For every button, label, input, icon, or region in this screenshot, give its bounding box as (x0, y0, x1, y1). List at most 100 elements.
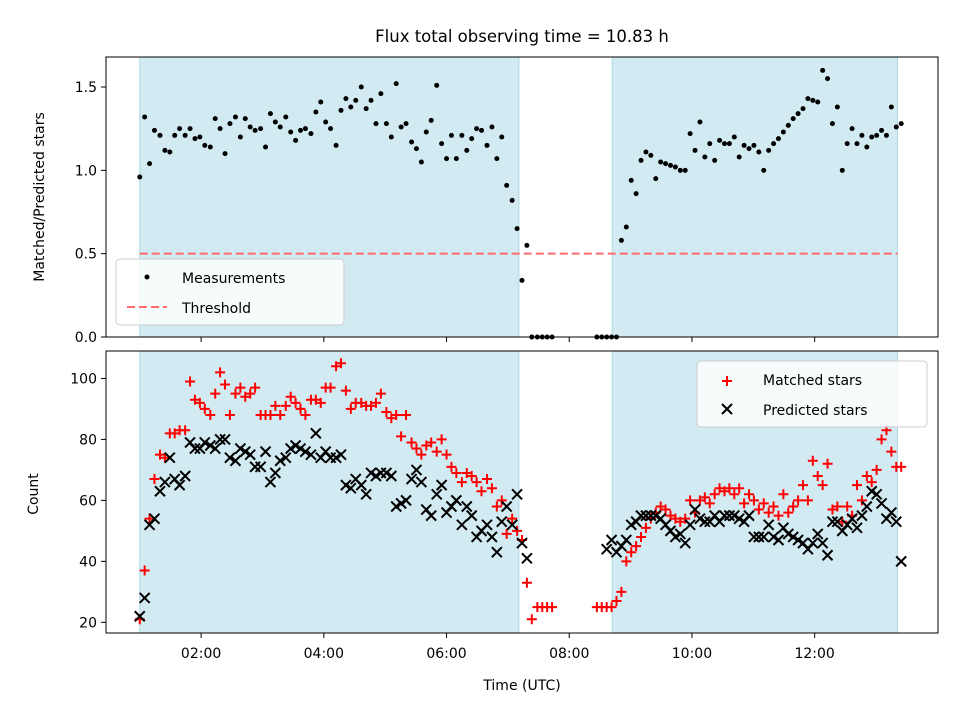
measurement-point (192, 136, 198, 142)
ratio-axes-frame (105, 56, 939, 338)
ratio-x-ticks (200, 337, 816, 342)
measurement-point (313, 109, 319, 115)
measurement-point (338, 107, 344, 113)
matched-star-point (210, 388, 221, 399)
predicted-stars-points (134, 427, 907, 622)
predicted-star-point (274, 455, 286, 467)
measurement-point (628, 177, 634, 183)
measurement-point (222, 151, 228, 157)
measurement-point (746, 146, 752, 152)
matched-star-point (837, 516, 848, 527)
predicted-star-point (299, 445, 312, 458)
predicted-star-point (521, 552, 533, 565)
predicted-star-point (465, 509, 478, 522)
matched-star-point (325, 382, 336, 393)
predicted-star-point (516, 537, 528, 549)
predicted-star-point (415, 476, 428, 488)
count-axes-frame (105, 350, 939, 634)
measurement-point (373, 121, 379, 127)
count-legend-box (696, 360, 928, 428)
measurement-point (298, 127, 304, 133)
measurement-point (247, 124, 253, 130)
y-tick-label: 100 (70, 371, 97, 387)
predicted-star-point (875, 497, 888, 510)
predicted-star-point (753, 531, 765, 543)
predicted-star-point (821, 549, 834, 561)
measurement-point (712, 157, 718, 163)
ratio-y-ticks: 0.0 0.5 1.0 1.5 (75, 80, 106, 346)
measurement-point (157, 132, 163, 138)
predicted-star-point (723, 509, 736, 522)
matched-star-point (144, 513, 155, 524)
measurement-point (874, 132, 880, 138)
predicted-star-point (895, 555, 907, 568)
predicted-star-point (435, 479, 448, 491)
matched-star-point (230, 388, 241, 399)
predicted-star-point (496, 516, 508, 528)
matched-star-point (547, 602, 558, 613)
measurement-point (448, 132, 454, 138)
predicted-star-point (674, 528, 687, 540)
matched-star-point (436, 434, 447, 445)
predicted-star-point (224, 451, 236, 464)
predicted-star-point (870, 488, 883, 500)
matched-star-point (734, 483, 745, 494)
predicted-star-point (269, 467, 282, 479)
x-axis-label: Time (UTC) (482, 678, 560, 694)
predicted-star-point (345, 482, 357, 494)
measurement-point (302, 126, 308, 132)
predicted-star-point (154, 485, 166, 497)
matched-star-point (482, 474, 493, 485)
measurement-point (232, 114, 238, 120)
ratio-legend-box (115, 258, 345, 326)
matched-star-point (139, 565, 150, 576)
measurement-point (795, 111, 801, 117)
measurement-point (388, 134, 394, 140)
matched-star-point (807, 455, 818, 466)
measurement-point (464, 147, 470, 153)
measurement-point (883, 132, 889, 138)
measurement-point (731, 134, 737, 140)
y-tick-label: 0.5 (75, 247, 97, 263)
predicted-star-point (148, 512, 161, 525)
measurement-point (692, 147, 698, 153)
measurement-point (252, 127, 258, 133)
measurement-point (638, 157, 644, 163)
matched-star-point (416, 449, 427, 460)
measurement-point (413, 146, 419, 152)
measurement-point (283, 114, 289, 120)
measurement-point (378, 91, 384, 97)
matched-star-point (456, 477, 467, 488)
measurement-point (721, 141, 727, 147)
ratio-legend: Measurements Threshold (115, 258, 345, 326)
ratio-y-axis-label: Matched/Predicted stars (32, 112, 48, 282)
legend-threshold-label: Threshold (181, 301, 251, 317)
predicted-star-point (600, 543, 613, 555)
predicted-star-point (400, 494, 412, 507)
measurement-point (810, 97, 816, 103)
predicted-star-point (355, 479, 367, 491)
predicted-star-point (214, 433, 226, 446)
matched-star-point (768, 501, 779, 512)
measurement-point (751, 142, 757, 148)
predicted-star-point (254, 461, 267, 473)
matched-star-point (391, 410, 402, 421)
predicted-star-point (159, 476, 171, 488)
matched-star-point (406, 437, 417, 448)
matched-star-point (290, 397, 301, 408)
matched-star-point (245, 388, 256, 399)
measurement-point (790, 116, 796, 122)
predicted-star-point (826, 516, 839, 528)
predicted-star-point (209, 442, 221, 455)
measurement-point (217, 126, 223, 132)
predicted-star-point (861, 500, 873, 513)
measurement-point (663, 161, 669, 167)
measurement-point (736, 154, 742, 160)
matched-star-point (466, 470, 477, 481)
matched-star-point (315, 397, 326, 408)
measurement-point (697, 119, 703, 125)
measurement-point (277, 124, 283, 130)
measurement-point (898, 121, 904, 127)
matched-star-point (270, 400, 281, 411)
predicted-star-point (772, 534, 785, 546)
